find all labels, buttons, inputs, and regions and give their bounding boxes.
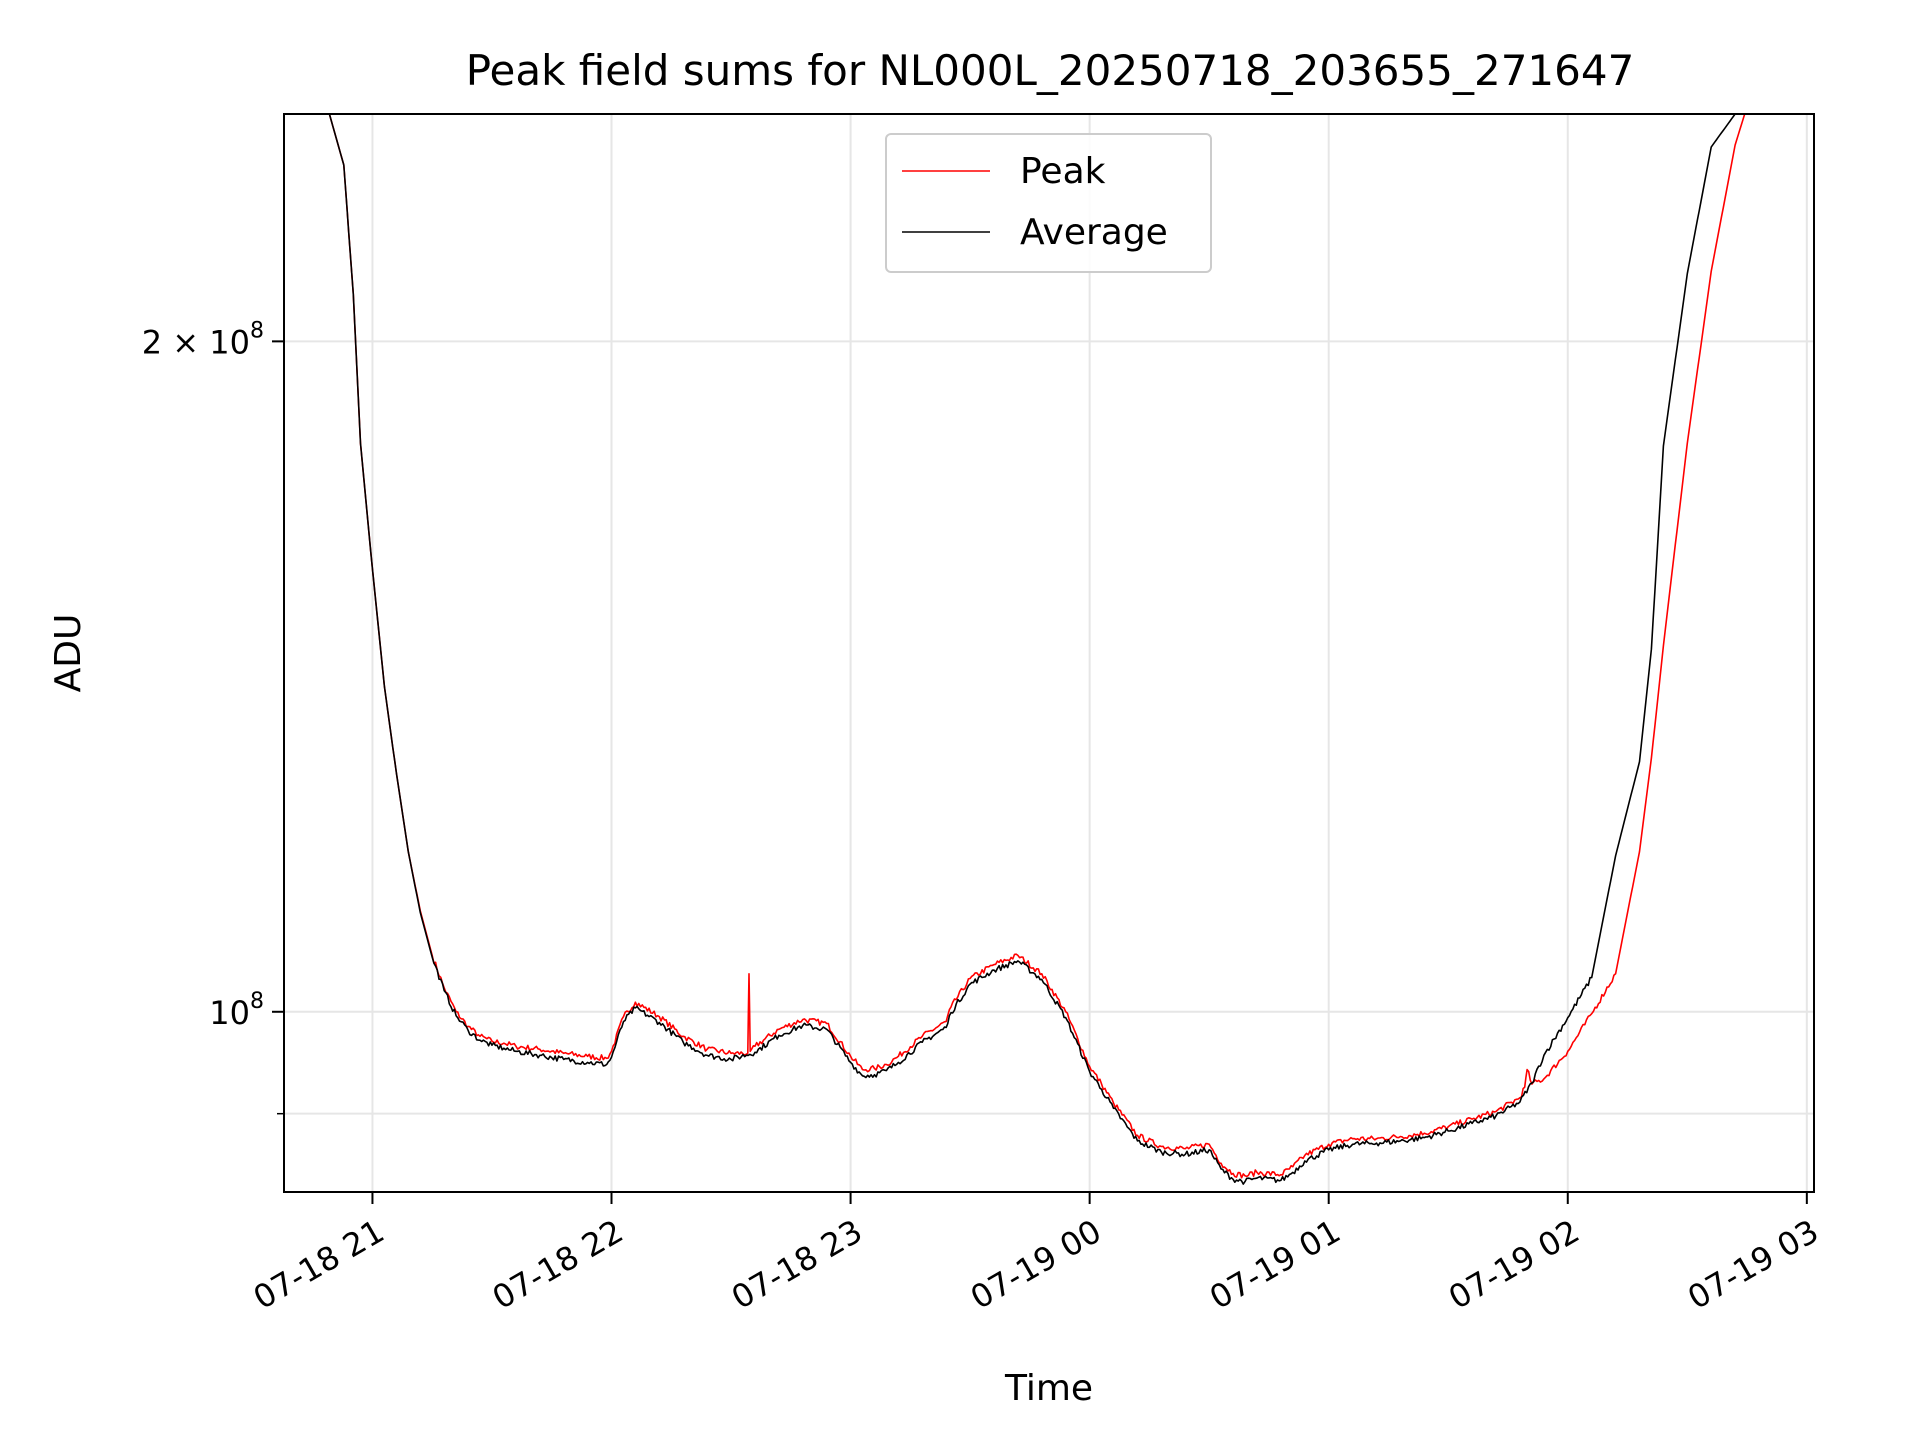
y-tick-label: 2 × 108 [142,318,264,361]
legend-label-peak: Peak [1020,151,1106,192]
legend-box [885,133,1212,273]
plot-area-frame [283,113,1815,1193]
y-axis: 2 × 108 108 [142,318,284,1115]
plot-series [328,113,1746,1185]
y-tick-label: 108 [209,989,264,1032]
grid-lines [284,114,1814,1192]
legend-label-average: Average [1020,212,1168,253]
chart-title: Peak field sums for NL000L_20250718_2036… [466,46,1635,95]
series-line-average [328,113,1745,1185]
legend: Peak Average [885,133,1212,273]
x-axis-label: Time [1004,1368,1093,1409]
series-line-peak [328,113,1746,1179]
y-axis-label: ADU [48,614,89,693]
